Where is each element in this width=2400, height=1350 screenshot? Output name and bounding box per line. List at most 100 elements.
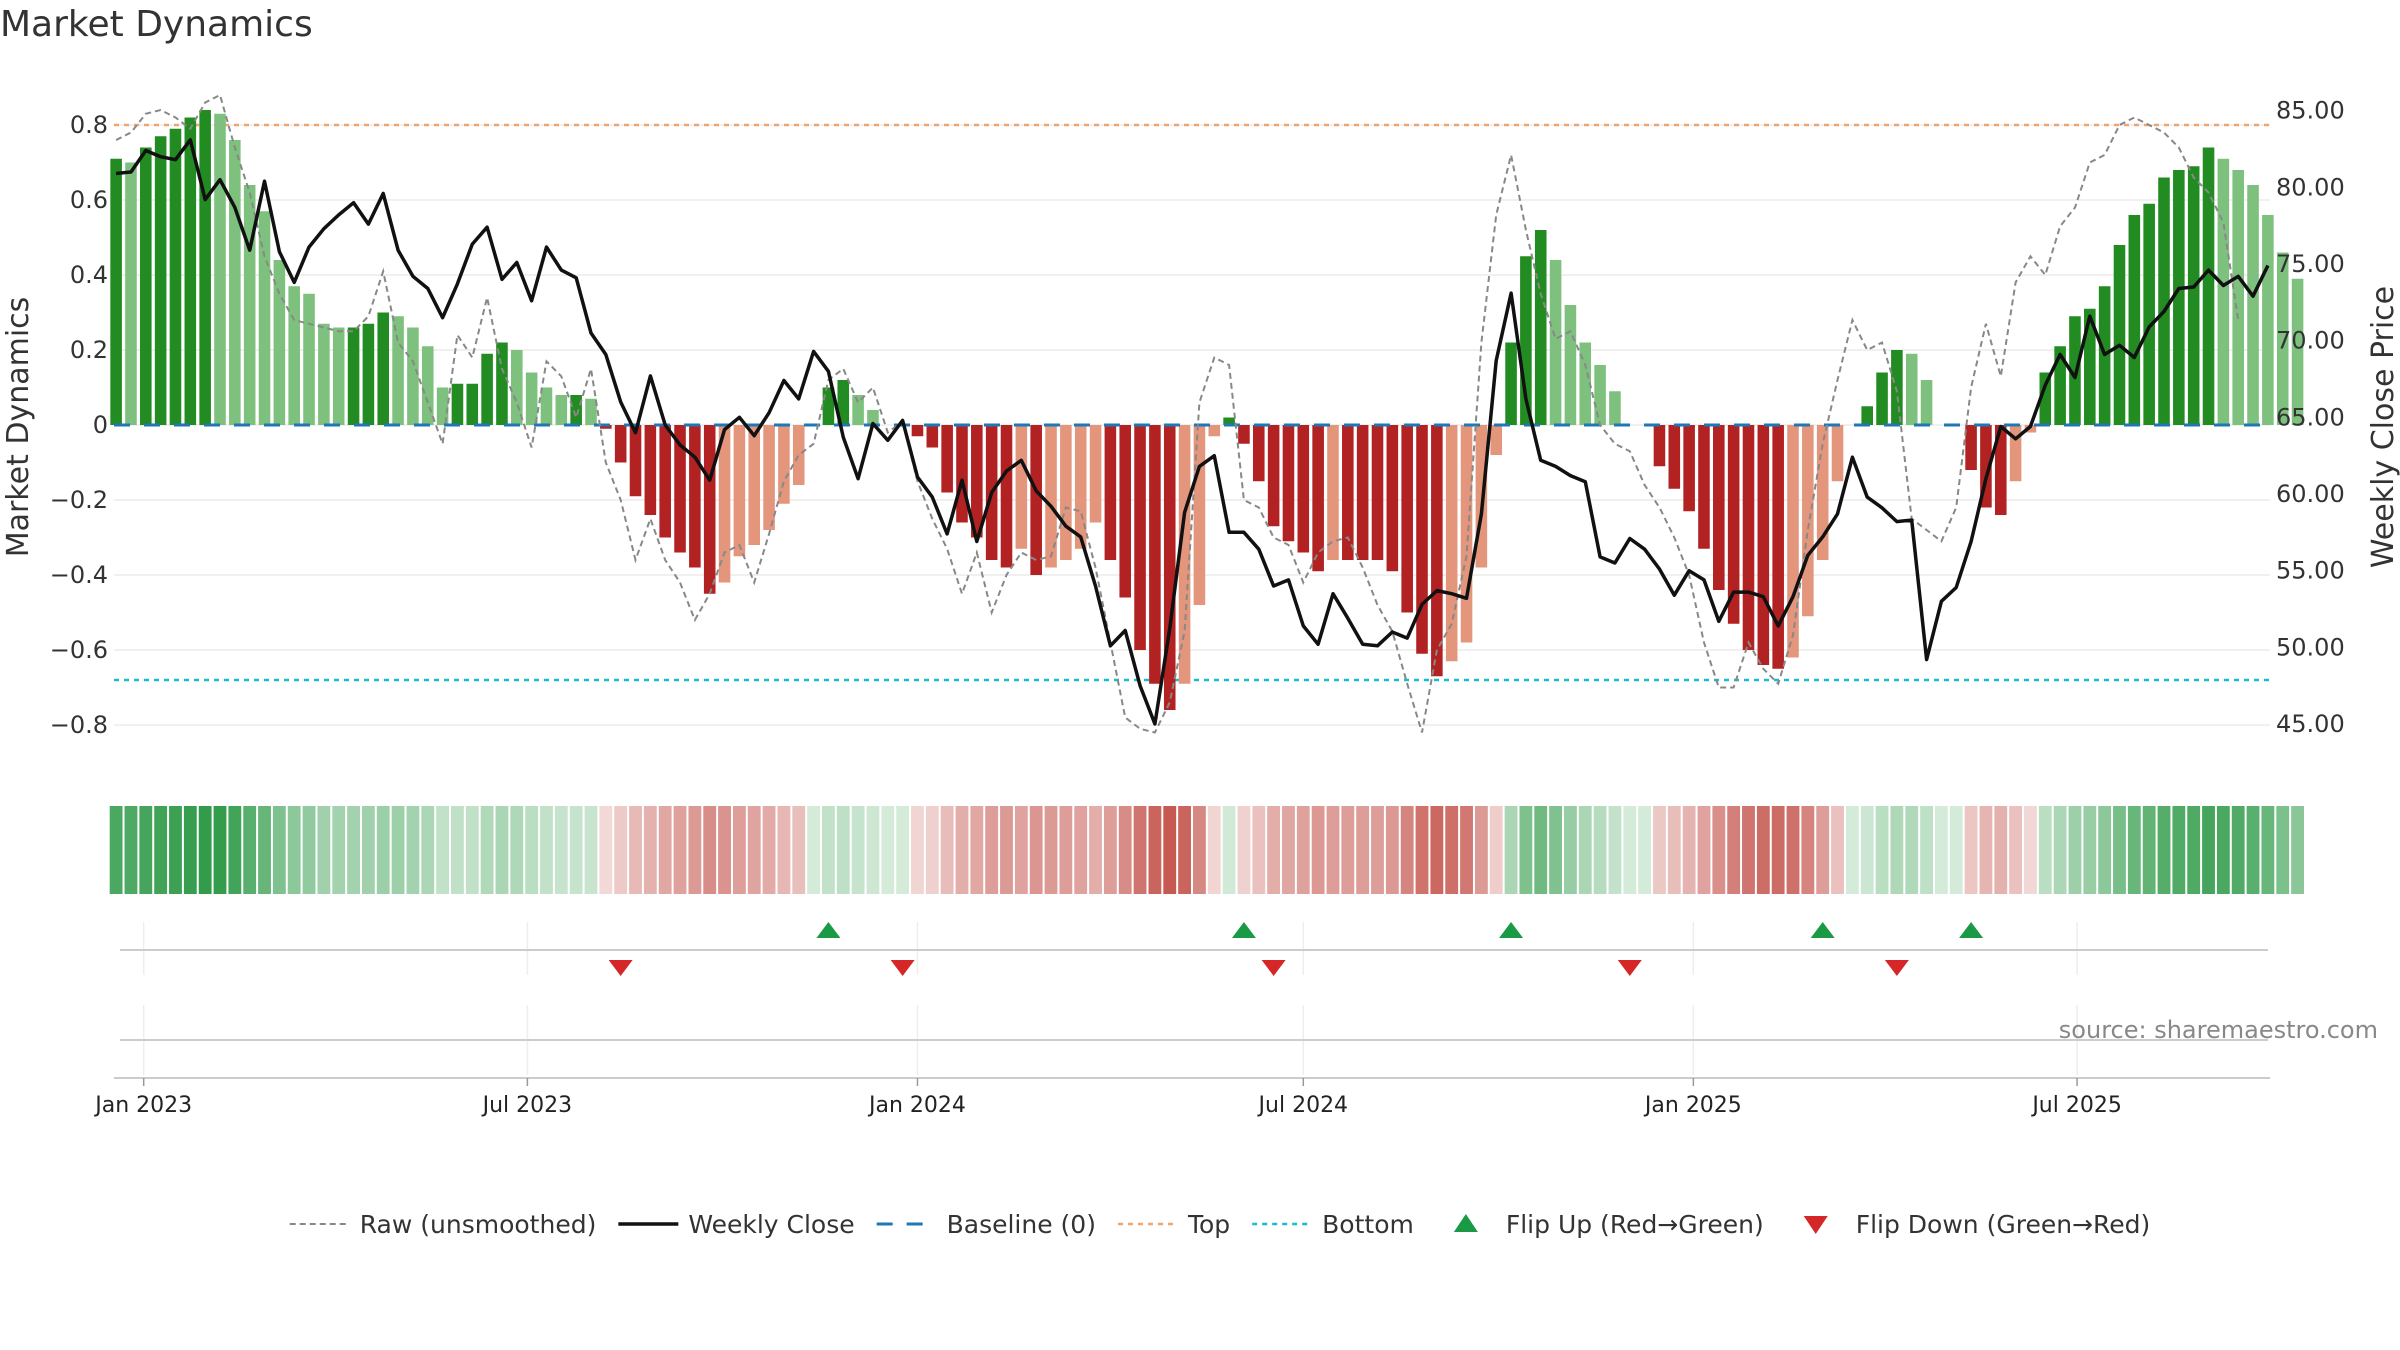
strip-cell (243, 806, 257, 894)
strip-cell (1994, 806, 2008, 894)
strip-cell (1697, 806, 1711, 894)
bar (2113, 245, 2126, 425)
chart-title: Market Dynamics (0, 4, 313, 45)
bar (1891, 350, 1903, 425)
flip-down-marker (608, 960, 633, 976)
strip-cell (1593, 806, 1607, 894)
strip-cell (302, 806, 316, 894)
bar (1905, 353, 1918, 425)
strip-cell (1653, 806, 1666, 894)
strip-cell (1608, 806, 1622, 894)
bar (1534, 230, 1547, 425)
strip-cell (2127, 806, 2141, 894)
strip-cell (1890, 806, 1904, 894)
flip-up-marker (1810, 922, 1835, 938)
legend-label: Top (1187, 1210, 1230, 1239)
strip-cell (406, 806, 420, 894)
strip-cell (1059, 806, 1073, 894)
y-right-tick-label: 55.00 (2276, 557, 2345, 585)
bar (614, 425, 627, 463)
bar (1386, 425, 1399, 572)
raw-line (115, 93, 2240, 734)
strip-cell (317, 806, 331, 894)
strip-cell (2231, 806, 2245, 894)
y-right-tick-label: 65.00 (2276, 403, 2345, 431)
bar (1252, 425, 1265, 482)
y-right-tick-label: 50.00 (2276, 633, 2345, 661)
bar (288, 286, 300, 425)
strip-cell (955, 806, 969, 894)
strip-cell (1920, 806, 1933, 894)
strip-cell (1415, 806, 1429, 894)
bar (837, 380, 850, 425)
strip-cell (1371, 806, 1384, 894)
strip-cell (1430, 806, 1444, 894)
y-axis-left-label: Market Dynamics (1, 297, 36, 558)
y-right-tick-label: 70.00 (2276, 327, 2345, 355)
strip-cell (1400, 806, 1414, 894)
strip-cell (807, 806, 821, 894)
bar (689, 425, 701, 568)
bar (1727, 425, 1740, 624)
bar (1520, 256, 1532, 425)
y-axis-right: 85.00 80.00 75.00 70.00 65.00 60.00 55.00 50.00… (2276, 97, 2345, 738)
strip-cell (1831, 806, 1844, 894)
strip-cell (1964, 806, 1978, 894)
bar (1119, 425, 1132, 598)
bar (1876, 372, 1888, 425)
strip-cell (347, 806, 360, 894)
strip-cell (1934, 806, 1948, 894)
y-right-tick-label: 45.00 (2276, 710, 2345, 738)
strip-cell (1089, 806, 1102, 894)
strip-cell (436, 806, 450, 894)
bar (1831, 425, 1844, 482)
strip-cell (1252, 806, 1266, 894)
strip-cell (272, 806, 286, 894)
bar (1401, 425, 1413, 613)
strip-cell (139, 806, 153, 894)
x-tick-label: Jan 2023 (93, 1093, 192, 1118)
strip-cell (629, 806, 642, 894)
bar (629, 425, 642, 497)
strip-cell (1311, 806, 1325, 894)
strip-cell (925, 806, 939, 894)
bar (1193, 425, 1206, 605)
bar (1074, 425, 1087, 549)
y-left-tick-label: 0 (93, 411, 108, 439)
strip-cell (109, 806, 123, 894)
legend-swatch-flip-up (1453, 1214, 1478, 1232)
strip-cell (1712, 806, 1726, 894)
strip-cell (1282, 806, 1295, 894)
bar (585, 398, 597, 425)
strip-cell (1014, 806, 1028, 894)
bar (1594, 365, 1606, 425)
bar (273, 260, 286, 425)
bar (1787, 425, 1799, 658)
strip-cell (1905, 806, 1919, 894)
bar (451, 383, 464, 425)
bar (1312, 425, 1324, 572)
strip-cell (554, 806, 568, 894)
x-tick-label: Jan 2025 (1643, 1093, 1742, 1118)
bar (956, 425, 968, 523)
bar (867, 410, 879, 425)
bar (1238, 425, 1250, 444)
strip-cell (287, 806, 301, 894)
bar (481, 353, 493, 425)
strip-cell (1845, 806, 1859, 894)
bar (941, 425, 953, 493)
strip-cell (2083, 806, 2097, 894)
strip-cell (970, 806, 984, 894)
bar (1297, 425, 1310, 553)
strip-cell (1474, 806, 1488, 894)
bar (1920, 380, 1933, 425)
bar (778, 425, 790, 504)
flip-up-marker (1499, 922, 1524, 938)
strip-cell (1682, 806, 1696, 894)
bar (1163, 425, 1176, 710)
bar (1223, 417, 1235, 425)
flip-markers-panel (114, 922, 2270, 1079)
bar (1460, 425, 1473, 643)
strip-cell (1489, 806, 1503, 894)
